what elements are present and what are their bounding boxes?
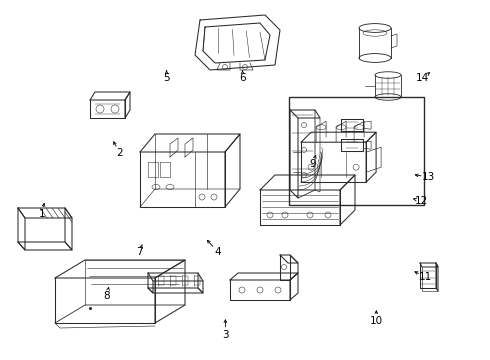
Text: 11: 11 (418, 272, 432, 282)
Text: 3: 3 (222, 330, 229, 340)
Text: 9: 9 (309, 159, 316, 169)
Text: 1: 1 (38, 209, 45, 219)
Text: 8: 8 (103, 291, 110, 301)
Text: 13: 13 (422, 172, 436, 182)
Text: 12: 12 (415, 196, 428, 206)
Text: 4: 4 (215, 247, 221, 257)
Text: 7: 7 (136, 247, 143, 257)
Text: 14: 14 (416, 73, 429, 84)
Text: 10: 10 (370, 316, 383, 326)
Bar (289, 97, 424, 205)
Text: 2: 2 (117, 148, 123, 158)
Text: 6: 6 (239, 73, 246, 84)
Text: 5: 5 (163, 73, 170, 84)
